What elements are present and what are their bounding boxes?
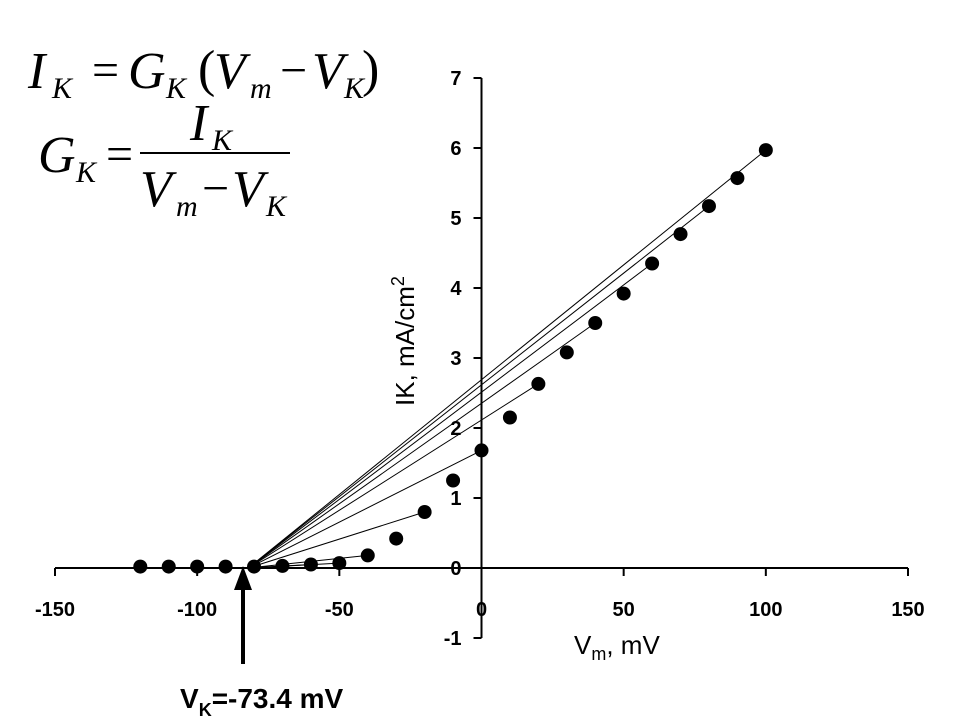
data-point (673, 227, 688, 242)
data-point (190, 559, 205, 574)
chord-lines (248, 149, 767, 569)
x-tick-label: 150 (891, 599, 924, 621)
data-point (133, 559, 148, 574)
data-point (474, 443, 489, 458)
x-tick-label: -50 (325, 599, 354, 621)
vk-arrow-head (234, 566, 252, 590)
eq1-minus: − (280, 44, 307, 97)
data-point (701, 199, 716, 214)
eq1-equals: = (92, 44, 119, 97)
eq1-vk-sub: K (343, 72, 366, 105)
chord-line (248, 263, 653, 569)
chord-line (248, 562, 340, 569)
chord-line (248, 449, 482, 569)
data-point (247, 559, 262, 574)
data-point (218, 559, 233, 574)
vk-annotation: VK=-73.4 mV (180, 566, 344, 720)
data-point (275, 558, 290, 573)
eq1-g: G (128, 43, 166, 100)
y-tick-label: 4 (450, 278, 462, 300)
x-tick-labels: -150 -100 -50 0 50 100 150 (35, 599, 925, 621)
chord-line (248, 322, 596, 569)
eq2-den-vm: V (140, 161, 177, 218)
eq1-vk: V (312, 43, 349, 100)
data-point (417, 505, 432, 519)
data-point (645, 256, 660, 271)
eq1-vm-sub: m (250, 72, 272, 105)
x-tick-label: 50 (613, 599, 635, 621)
x-tick-label: 0 (476, 599, 487, 621)
y-tick-label: 2 (450, 418, 461, 440)
data-point (446, 473, 461, 488)
chord-line (248, 511, 425, 569)
data-points (133, 143, 773, 574)
chord-line (248, 383, 539, 569)
x-axis-label: Vm, mV (574, 630, 660, 664)
data-point (758, 143, 773, 158)
data-point (559, 345, 574, 360)
eq2-lhs: G (38, 127, 76, 184)
y-tick-label: -1 (444, 628, 462, 650)
vk-label: VK=-73.4 mV (180, 683, 344, 720)
eq2-den-vm-sub: m (176, 190, 198, 223)
data-point (531, 376, 546, 391)
axes (54, 77, 909, 639)
equation-gk: G K = I K V m − V K (38, 95, 290, 223)
data-point (588, 316, 603, 330)
eq2-den-minus: − (202, 162, 229, 215)
y-tick-label: 5 (450, 208, 461, 230)
eq1-vm: V (214, 43, 251, 100)
eq2-den-vk: V (232, 161, 269, 218)
data-point (161, 559, 176, 574)
eq2-den-vk-sub: K (265, 190, 288, 223)
data-point (730, 171, 745, 186)
chord-line (248, 149, 767, 569)
y-tick-label: 1 (450, 488, 461, 510)
eq1-close-paren: ) (362, 41, 379, 98)
x-tick-label: 100 (749, 599, 782, 621)
data-point (360, 548, 375, 563)
y-tick-label: 3 (450, 348, 461, 370)
eq2-equals: = (106, 128, 133, 181)
eq1-lhs-sub: K (51, 72, 74, 105)
eq2-numerator: I (189, 95, 210, 152)
eq2-lhs-sub: K (75, 156, 98, 189)
x-tick-label: -150 (35, 599, 75, 621)
y-tick-label: 6 (450, 138, 461, 160)
x-tick-label: -100 (177, 599, 217, 621)
data-point (616, 286, 631, 301)
data-point (389, 531, 404, 546)
data-point (332, 556, 347, 571)
eq1-open-paren: ( (198, 41, 215, 98)
y-axis-label: IK, mA/cm2 (388, 276, 420, 406)
eq1-g-sub: K (165, 72, 188, 105)
data-point (502, 410, 517, 425)
chord-line (248, 205, 710, 569)
equation-ik: I K = G K ( V m − V K ) (27, 41, 379, 105)
y-tick-label: 0 (450, 558, 461, 580)
y-tick-labels: -1 0 1 2 3 4 5 6 7 (444, 68, 463, 650)
y-tick-label: 7 (450, 68, 461, 90)
eq2-numerator-sub: K (211, 124, 234, 157)
data-point (303, 557, 318, 572)
eq1-lhs: I (27, 43, 48, 100)
